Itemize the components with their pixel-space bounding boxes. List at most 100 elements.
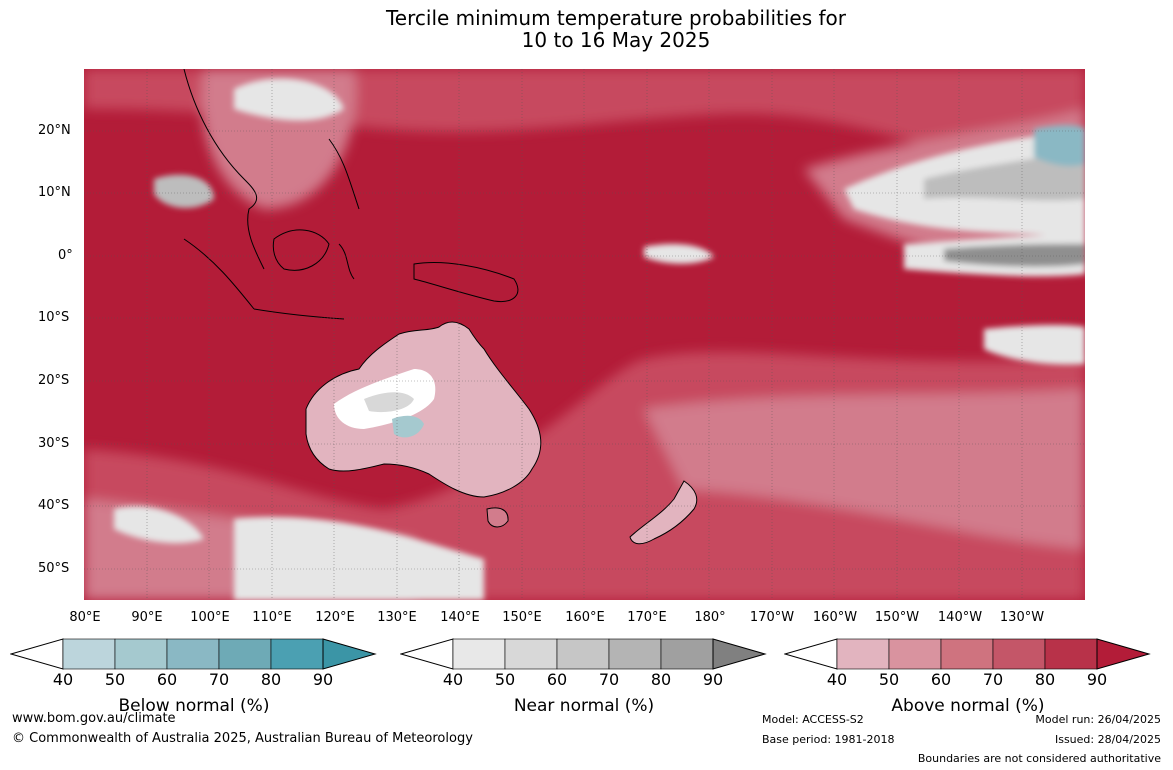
above-tick-90: 90 bbox=[1086, 670, 1108, 689]
lon-label-120e: 120°E bbox=[315, 610, 355, 625]
near-normal-south bbox=[234, 517, 484, 600]
below-colorbar-max-arrow bbox=[322, 638, 377, 670]
lat-label-40s: 40°S bbox=[38, 498, 70, 513]
website-url: www.bom.gov.au/climate bbox=[12, 711, 176, 726]
base-period: Base period: 1981-2018 bbox=[762, 733, 895, 746]
near-tick-90: 90 bbox=[702, 670, 724, 689]
below-tick-50: 50 bbox=[104, 670, 126, 689]
lat-label-10n: 10°N bbox=[38, 185, 71, 200]
near-tick-40: 40 bbox=[442, 670, 464, 689]
near-normal-bay-bengal bbox=[154, 174, 214, 209]
lat-label-10s: 10°S bbox=[38, 310, 70, 325]
near-normal-colorbar bbox=[400, 638, 767, 670]
lat-label-50s: 50°S bbox=[38, 561, 70, 576]
lat-label-20n: 20°N bbox=[38, 123, 71, 138]
copyright: © Commonwealth of Australia 2025, Austra… bbox=[12, 731, 473, 746]
lon-label-90e: 90°E bbox=[131, 610, 163, 625]
australia-gray-interior bbox=[364, 392, 414, 413]
below-colorbar-segment bbox=[218, 638, 272, 670]
lon-label-150e: 150°E bbox=[502, 610, 542, 625]
near-colorbar-segment bbox=[504, 638, 558, 670]
below-tick-60: 60 bbox=[156, 670, 178, 689]
sulawesi bbox=[338, 243, 355, 280]
sumatra bbox=[183, 238, 255, 310]
probability-map bbox=[84, 69, 1085, 600]
boundary-disclaimer: Boundaries are not considered authoritat… bbox=[917, 752, 1161, 765]
above-tick-40: 40 bbox=[826, 670, 848, 689]
below-normal-title: Below normal (%) bbox=[118, 696, 270, 716]
above-tick-50: 50 bbox=[878, 670, 900, 689]
above-colorbar-min-arrow bbox=[784, 638, 838, 670]
lon-label-160e: 160°E bbox=[565, 610, 605, 625]
lon-label-140w: 140°W bbox=[937, 610, 983, 625]
se-asia-land bbox=[183, 69, 519, 320]
below-colorbar-segment bbox=[270, 638, 324, 670]
above-tick-80: 80 bbox=[1034, 670, 1056, 689]
near-tick-70: 70 bbox=[598, 670, 620, 689]
above-tick-60: 60 bbox=[930, 670, 952, 689]
near-normal-east-se bbox=[984, 324, 1085, 365]
lon-label-130e: 130°E bbox=[377, 610, 417, 625]
below-colorbar-segment bbox=[166, 638, 220, 670]
lon-label-140e: 140°E bbox=[440, 610, 480, 625]
near-colorbar-segment bbox=[660, 638, 714, 670]
near-normal-title: Near normal (%) bbox=[513, 696, 655, 716]
below-normal-ne bbox=[1034, 125, 1085, 167]
near-normal-indochina bbox=[234, 78, 344, 121]
below-tick-40: 40 bbox=[52, 670, 74, 689]
above-colorbar-segment bbox=[888, 638, 942, 670]
above-colorbar-segment bbox=[940, 638, 994, 670]
near-colorbar-segment bbox=[556, 638, 610, 670]
indochina-coast bbox=[183, 69, 265, 270]
australia-outline bbox=[305, 321, 542, 498]
lat-label-20s: 20°S bbox=[38, 373, 70, 388]
tasmania bbox=[486, 507, 509, 528]
near-tick-80: 80 bbox=[650, 670, 672, 689]
lat-label-0: 0° bbox=[58, 248, 73, 263]
below-tick-90: 90 bbox=[312, 670, 334, 689]
lon-label-100e: 100°E bbox=[190, 610, 230, 625]
borneo bbox=[272, 229, 330, 271]
near-colorbar-segment bbox=[452, 638, 506, 670]
above-colorbar-segment bbox=[836, 638, 890, 670]
near-tick-50: 50 bbox=[494, 670, 516, 689]
above-normal-colorbar bbox=[784, 638, 1151, 670]
above-tick-70: 70 bbox=[982, 670, 1004, 689]
lon-label-130w: 130°W bbox=[999, 610, 1045, 625]
near-colorbar-min-arrow bbox=[400, 638, 454, 670]
model-name: Model: ACCESS-S2 bbox=[762, 713, 864, 726]
lat-label-30s: 30°S bbox=[38, 436, 70, 451]
map-canvas bbox=[84, 69, 1085, 600]
java bbox=[253, 308, 345, 320]
lon-label-150w: 150°W bbox=[874, 610, 920, 625]
issued-date: Issued: 28/04/2025 bbox=[1054, 733, 1161, 746]
below-tick-80: 80 bbox=[260, 670, 282, 689]
near-colorbar-segment bbox=[608, 638, 662, 670]
below-colorbar-min-arrow bbox=[10, 638, 64, 670]
graticule bbox=[84, 69, 1085, 600]
above-colorbar-segment bbox=[992, 638, 1046, 670]
lon-label-170e: 170°E bbox=[627, 610, 667, 625]
below-colorbar-segment bbox=[114, 638, 168, 670]
above-colorbar-max-arrow bbox=[1096, 638, 1151, 670]
lon-label-80e: 80°E bbox=[69, 610, 101, 625]
near-normal-band-ne-dark bbox=[924, 149, 1085, 201]
below-colorbar-segment bbox=[62, 638, 116, 670]
philippines bbox=[328, 138, 360, 210]
near-normal-pacific-small bbox=[644, 244, 714, 264]
new-zealand bbox=[629, 480, 698, 545]
lon-label-160w: 160°W bbox=[812, 610, 858, 625]
below-tick-70: 70 bbox=[208, 670, 230, 689]
lon-label-170w: 170°W bbox=[749, 610, 795, 625]
above-normal-title: Above normal (%) bbox=[891, 696, 1045, 716]
near-normal-south-patch bbox=[114, 506, 204, 544]
lon-label-180: 180° bbox=[694, 610, 726, 625]
above-colorbar-segment bbox=[1044, 638, 1098, 670]
model-run-date: Model run: 26/04/2025 bbox=[1035, 713, 1161, 726]
near-tick-60: 60 bbox=[546, 670, 568, 689]
map-title-line2: 10 to 16 May 2025 bbox=[521, 28, 711, 52]
near-colorbar-max-arrow bbox=[712, 638, 767, 670]
map-title-line1: Tercile minimum temperature probabilitie… bbox=[385, 6, 847, 30]
mid-region-se bbox=[644, 389, 1085, 549]
australia-below-normal bbox=[392, 415, 424, 438]
